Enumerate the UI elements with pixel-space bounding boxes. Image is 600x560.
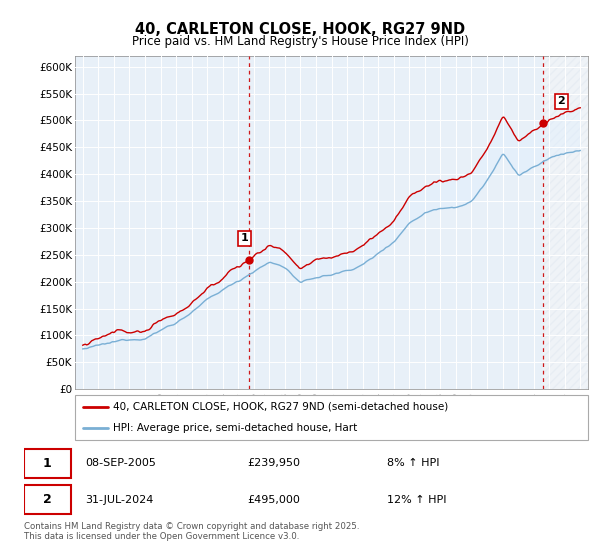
Text: 1: 1 bbox=[43, 457, 52, 470]
Text: 08-SEP-2005: 08-SEP-2005 bbox=[85, 459, 156, 468]
Text: £495,000: £495,000 bbox=[247, 495, 300, 505]
Text: Contains HM Land Registry data © Crown copyright and database right 2025.
This d: Contains HM Land Registry data © Crown c… bbox=[24, 522, 359, 542]
Text: 40, CARLETON CLOSE, HOOK, RG27 9ND (semi-detached house): 40, CARLETON CLOSE, HOOK, RG27 9ND (semi… bbox=[113, 402, 449, 412]
Text: 2: 2 bbox=[557, 96, 565, 106]
Text: Price paid vs. HM Land Registry's House Price Index (HPI): Price paid vs. HM Land Registry's House … bbox=[131, 35, 469, 48]
Text: HPI: Average price, semi-detached house, Hart: HPI: Average price, semi-detached house,… bbox=[113, 422, 358, 432]
Text: 12% ↑ HPI: 12% ↑ HPI bbox=[387, 495, 446, 505]
Text: 1: 1 bbox=[241, 234, 248, 244]
Text: 31-JUL-2024: 31-JUL-2024 bbox=[85, 495, 154, 505]
Text: 40, CARLETON CLOSE, HOOK, RG27 9ND: 40, CARLETON CLOSE, HOOK, RG27 9ND bbox=[135, 22, 465, 38]
FancyBboxPatch shape bbox=[24, 449, 71, 478]
Text: 2: 2 bbox=[43, 493, 52, 506]
Text: 8% ↑ HPI: 8% ↑ HPI bbox=[387, 459, 439, 468]
Text: £239,950: £239,950 bbox=[247, 459, 300, 468]
FancyBboxPatch shape bbox=[24, 485, 71, 514]
